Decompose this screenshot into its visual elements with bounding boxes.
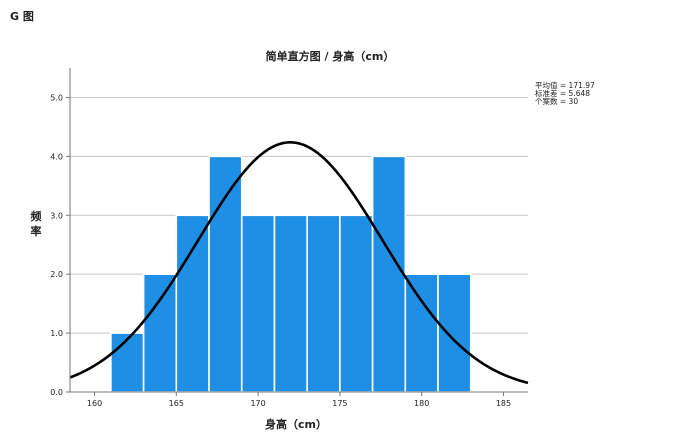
axes [66, 68, 528, 396]
bar-169 [240, 214, 276, 393]
y-axis-title: 频率 [31, 209, 42, 238]
bar-171 [273, 214, 308, 393]
x-tick-label-185: 185 [496, 399, 511, 408]
x-axis-title: 身高（cm） [265, 417, 327, 431]
x-tick-label-170: 170 [250, 399, 265, 408]
y-tick-labels: 0.0 1.0 2.0 3.0 4.0 5.0 [50, 93, 63, 397]
bar-167 [208, 155, 243, 393]
x-tick-label-165: 165 [169, 399, 184, 408]
y-tick-label-5: 5.0 [50, 93, 63, 102]
bar-181 [437, 273, 472, 393]
bar-175 [339, 214, 374, 393]
x-tick-label-175: 175 [332, 399, 347, 408]
y-axis-title-char-0: 频 [31, 209, 42, 223]
y-tick-label-3: 3.0 [50, 211, 63, 220]
bar-179 [404, 273, 439, 393]
x-tick-labels: 160 165 170 175 180 185 [87, 399, 511, 408]
y-tick-label-4: 4.0 [50, 152, 63, 161]
x-tick-label-160: 160 [87, 399, 102, 408]
x-tick-label-180: 180 [414, 399, 429, 408]
bar-161 [110, 332, 145, 393]
y-tick-label-0: 0.0 [50, 388, 63, 397]
stat-line-1: 标准差 = 5.648 [535, 88, 590, 98]
page-label: G 图 [10, 10, 34, 23]
y-axis-title-char-1: 率 [31, 224, 42, 238]
bar-173 [306, 214, 341, 393]
bar-163 [142, 273, 178, 393]
chart-title: 简单直方图 / 身高（cm） [266, 49, 395, 63]
stat-line-2: 个案数 = 30 [535, 96, 578, 106]
bar-177 [371, 155, 407, 393]
y-tick-label-1: 1.0 [50, 329, 63, 338]
bars [110, 155, 472, 393]
bar-165 [175, 214, 210, 393]
y-tick-label-2: 2.0 [50, 270, 63, 279]
normal-curve [69, 141, 529, 385]
stat-line-0: 平均值 = 171.97 [535, 80, 595, 90]
